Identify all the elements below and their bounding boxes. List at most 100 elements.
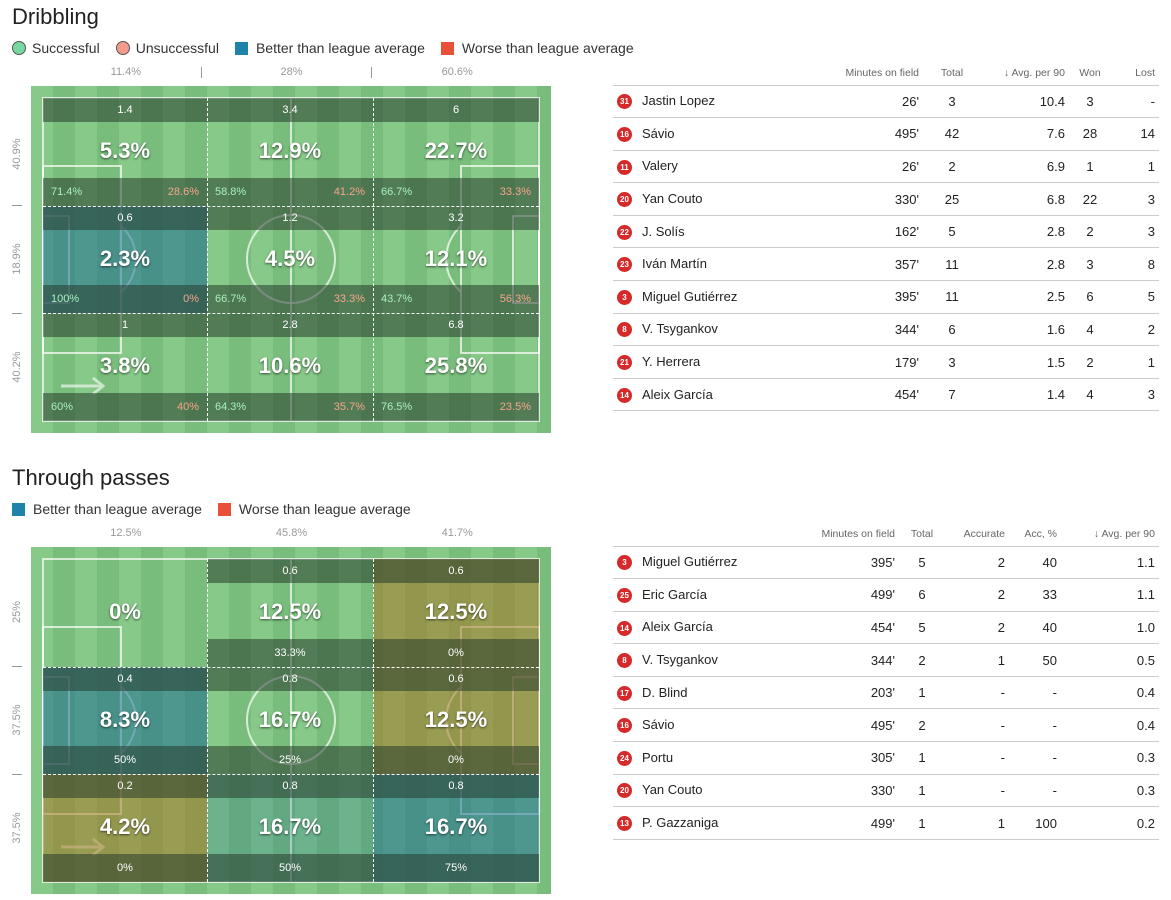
won-header[interactable]: Won [1079,66,1101,79]
player-name[interactable]: Aleix García [642,386,713,402]
accurate-header[interactable]: Accurate [963,527,1005,540]
table-row[interactable]: 3 Miguel Gutiérrez 395' 5 2 40 1.1 [613,545,1159,580]
lost-header[interactable]: Lost [1135,66,1155,79]
player-name[interactable]: Y. Herrera [642,354,701,370]
zone-share: 3.8% [99,353,151,378]
pitch-zone[interactable]: 1.4 5.3% 71.4% 28.6% [43,98,207,206]
player-name[interactable]: Portu [642,749,674,765]
pitch-zone[interactable]: 3.2 12.1% 43.7% 56.3% [373,206,539,313]
avg-header[interactable]: ↓ Avg. per 90 [1093,527,1155,540]
player-name[interactable]: Yan Couto [642,782,703,798]
player-cell: 3 Miguel Gutiérrez [613,280,803,314]
better-square-icon [12,502,25,516]
player-name[interactable]: D. Blind [642,684,688,700]
total-header[interactable]: Total [940,66,964,79]
player-name[interactable]: Miguel Gutiérrez [642,288,738,304]
table-row[interactable]: 8 V. Tsygankov 344' 2 1 50 0.5 [613,643,1159,677]
table-row[interactable]: 21 Y. Herrera 179' 3 1.5 2 1 [613,345,1159,379]
legend-better[interactable]: Better than league average [234,40,425,56]
pitch-zone[interactable]: 0.4 8.3% 50% [43,667,207,774]
total-cell: 1 [899,741,945,775]
table-row[interactable]: 23 Iván Martín 357' 11 2.8 3 8 [613,247,1159,282]
zone-share: 12.1% [424,245,488,271]
zone-avg-per-90: 0.8 [207,774,373,798]
dribbling-table-body: 31 Jastin Lopez 26' 3 10.4 3-16 Sávio 495' 42 7.6… [613,84,1159,412]
lost-cell: - [1111,84,1159,119]
minutes-cell: 395' [789,545,899,580]
pitch-zone[interactable]: 0.6 12.5% 0% [373,667,539,774]
avg-cell: 0.5 [1061,643,1159,677]
legend-unsuccessful[interactable]: Unsuccessful [115,40,219,56]
accuracy-cell: 100 [1009,806,1061,840]
table-row[interactable]: 24 Portu 305' 1- -0.3 [613,741,1159,775]
accurate-cell: 1 [945,643,1009,677]
pitch-zone[interactable]: 0.8 16.7% 25% [207,667,373,774]
zone-unsuccessful-pct: 35.7% [333,401,365,413]
table-row[interactable]: 14 Aleix García 454' 7 1.4 4 3 [613,378,1159,412]
table-row[interactable]: 3 Miguel Gutiérrez 395' 11 2.5 6 5 [613,280,1159,314]
pitch-zone[interactable]: 0% [43,559,207,667]
player-name[interactable]: Yan Couto [642,191,703,207]
pitch-zone[interactable]: 0.6 12.5% 33.3% [207,559,373,667]
player-name[interactable]: V. Tsygankov [642,321,718,337]
pitch-zone[interactable]: 0.6 12.5% 0% [373,559,539,667]
pitch-zone[interactable]: 2.8 10.6% 64.3% 35.7% [207,313,373,421]
player-cell: 3 Miguel Gutiérrez [613,545,789,580]
row-separator [12,205,22,206]
pitch-zone[interactable]: 6.8 25.8% 76.5% 23.5% [373,313,539,421]
shirt-number-badge: 31 [617,94,632,110]
pitch-zone[interactable]: 0.8 16.7% 75% [373,774,539,882]
legend-worse[interactable]: Worse than league average [440,40,634,56]
table-row[interactable]: 14 Aleix García 454' 5 2 40 1.0 [613,611,1159,645]
pitch-zone[interactable]: 6 22.7% 66.7% 33.3% [373,98,539,206]
player-name[interactable]: Miguel Gutiérrez [642,554,738,570]
zone-accuracy-band: 0% [373,639,539,667]
shirt-number-badge: 14 [617,620,632,636]
player-name[interactable]: Sávio [642,717,675,733]
table-row[interactable]: 11 Valery 26' 2 6.9 1 1 [613,150,1159,184]
minutes-header[interactable]: Minutes on field [845,66,919,79]
accuracy-header[interactable]: Acc, % [1024,527,1057,540]
pitch-zone[interactable]: 1.2 4.5% 66.7% 33.3% [207,206,373,313]
won-cell: 2 [1069,345,1111,379]
player-name[interactable]: Jastin Lopez [642,93,715,109]
total-header[interactable]: Total [910,527,934,540]
zone-accuracy-pct: 0% [448,754,464,766]
legend-better[interactable]: Better than league average [12,501,202,517]
player-name[interactable]: Eric García [642,586,708,602]
minutes-header[interactable]: Minutes on field [821,527,895,540]
player-cell: 13 P. Gazzaniga [613,806,789,840]
total-cell: 5 [899,611,945,645]
minutes-cell: 179' [803,345,923,379]
table-row[interactable]: 16 Sávio 495' 2- -0.4 [613,708,1159,743]
table-row[interactable]: 17 D. Blind 203' 1- -0.4 [613,676,1159,710]
pitch-zone[interactable]: 0.2 4.2% 0% [43,774,207,882]
legend-worse[interactable]: Worse than league average [217,501,411,517]
player-name[interactable]: Valery [642,158,678,174]
table-row[interactable]: 31 Jastin Lopez 26' 3 10.4 3- [613,84,1159,119]
player-name[interactable]: Iván Martín [642,256,708,272]
zone-avg-per-90: 6.8 [373,313,539,337]
pitch-zone[interactable]: 0.8 16.7% 50% [207,774,373,882]
player-name[interactable]: J. Solís [642,223,685,239]
table-row[interactable]: 16 Sávio 495' 42 7.6 28 14 [613,117,1159,151]
legend-successful[interactable]: Successful [12,40,100,56]
minutes-cell: 305' [789,741,899,775]
minutes-cell: 499' [789,578,899,612]
player-name[interactable]: V. Tsygankov [642,652,718,668]
zone-accuracy-pct: 0% [117,862,133,874]
table-row[interactable]: 8 V. Tsygankov 344' 6 1.6 4 2 [613,313,1159,347]
table-row[interactable]: 13 P. Gazzaniga 499' 1 1 100 0.2 [613,806,1159,840]
table-row[interactable]: 25 Eric García 499' 6 2 33 1.1 [613,578,1159,612]
minutes-cell: 499' [789,806,899,840]
player-name[interactable]: P. Gazzaniga [642,815,719,831]
table-row[interactable]: 20 Yan Couto 330' 25 6.8 22 3 [613,182,1159,216]
pitch-zone[interactable]: 1 3.8% 60% 40% [43,313,207,421]
pitch-zone[interactable]: 0.6 2.3% 100% 0% [43,206,207,313]
player-name[interactable]: Sávio [642,125,675,141]
player-name[interactable]: Aleix García [642,619,713,635]
pitch-zone[interactable]: 3.4 12.9% 58.8% 41.2% [207,98,373,206]
table-row[interactable]: 20 Yan Couto 330' 1- -0.3 [613,774,1159,808]
table-row[interactable]: 22 J. Solís 162' 5 2.8 2 3 [613,215,1159,249]
avg-header[interactable]: ↓ Avg. per 90 [1003,66,1065,79]
